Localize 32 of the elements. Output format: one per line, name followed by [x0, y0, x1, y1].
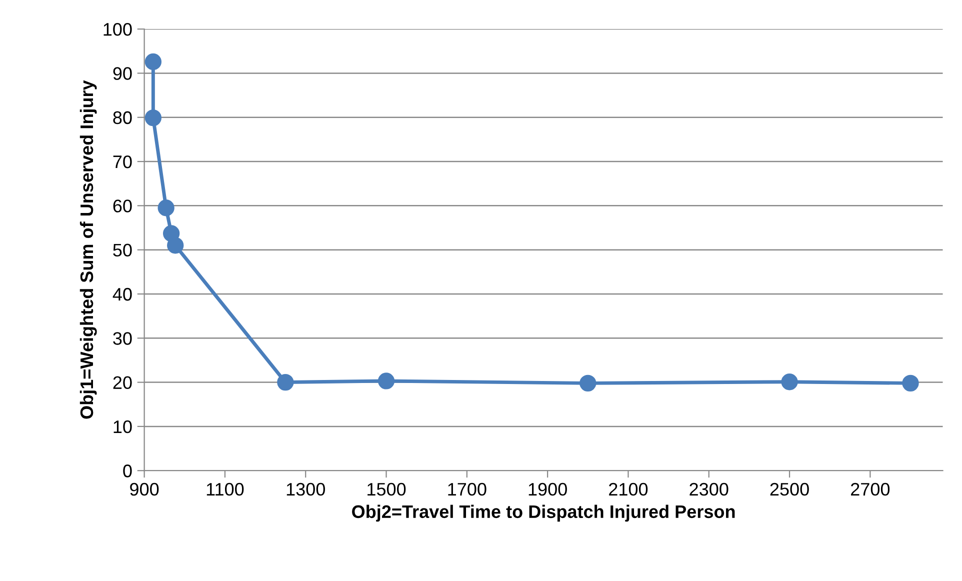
- point: [144, 53, 162, 70]
- x-tick-label: 2300: [690, 482, 728, 496]
- point: [781, 374, 798, 390]
- x-tick-label: 1700: [448, 482, 486, 496]
- y-axis-title: Obj1=Weighted Sum of Unserved Injury: [80, 80, 97, 419]
- point: [580, 374, 596, 392]
- point: [902, 374, 919, 392]
- x-tick-label: 2500: [770, 482, 809, 496]
- y-tick-label: 90: [113, 67, 132, 80]
- x-tick-label: 2100: [609, 482, 648, 496]
- y-tick-label: 30: [113, 332, 132, 345]
- y-tick-label: 60: [113, 200, 132, 212]
- point: [144, 109, 162, 126]
- y-tick-label: 20: [113, 376, 132, 390]
- y-tick-label: 0: [123, 464, 132, 478]
- x-tick-label: 1300: [286, 482, 325, 496]
- y-tick-label: 100: [104, 22, 132, 36]
- point: [378, 372, 395, 390]
- x-tick-label: 2700: [851, 482, 890, 496]
- point: [277, 374, 294, 391]
- x-tick-label: 1100: [206, 482, 244, 496]
- y-tick-label: 70: [113, 155, 132, 168]
- y-tick-label: 40: [112, 288, 132, 301]
- y-tick-label: 80: [113, 111, 132, 124]
- point: [158, 200, 174, 216]
- x-tick-label: 1500: [368, 482, 406, 496]
- point: [167, 237, 184, 254]
- x-tick-label: 1900: [528, 482, 567, 496]
- x-axis-title: Obj2=Travel Time to Dispatch Injured Person: [352, 504, 735, 522]
- y-tick-label: 50: [113, 244, 132, 257]
- x-tick-label: 900: [130, 482, 159, 496]
- y-tick-label: 10: [114, 420, 132, 434]
